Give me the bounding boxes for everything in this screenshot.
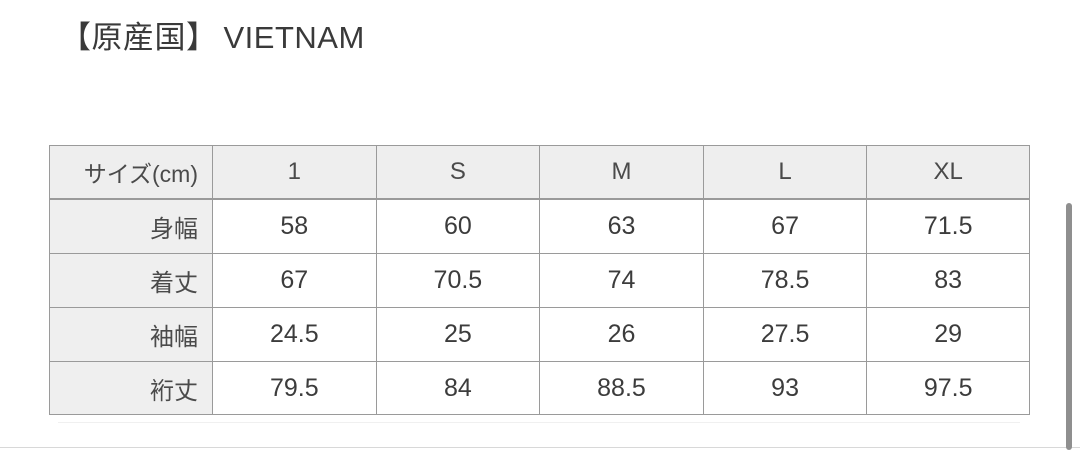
size-header-1: 1 (212, 145, 376, 199)
cell-sleeve-width-1: 24.5 (212, 307, 376, 361)
size-unit-header: サイズ(cm) (49, 145, 212, 199)
origin-country-heading: 【原産国】 VIETNAM (60, 16, 365, 60)
size-header-m: M (539, 145, 703, 199)
cell-body-width-l: 67 (702, 199, 867, 253)
cell-body-length-m: 74 (539, 253, 703, 307)
cell-sleeve-width-l: 27.5 (702, 307, 867, 361)
origin-country-value: VIETNAM (223, 20, 365, 55)
size-chart-body: 身幅 58 60 63 67 71.5 着丈 67 70.5 74 78.5 8… (49, 199, 1030, 415)
table-under-rule (58, 422, 1020, 423)
cell-sleeve-width-s: 25 (375, 307, 540, 361)
table-row: 身幅 58 60 63 67 71.5 (49, 199, 1030, 253)
cell-sleeve-width-xl: 29 (866, 307, 1030, 361)
cell-body-width-xl: 71.5 (866, 199, 1030, 253)
cell-body-length-1: 67 (212, 253, 376, 307)
size-header-l: L (702, 145, 867, 199)
table-row: 着丈 67 70.5 74 78.5 83 (49, 253, 1030, 307)
cell-body-length-l: 78.5 (702, 253, 867, 307)
origin-label: 【原産国】 (60, 20, 218, 55)
measure-label-sleeve-width: 袖幅 (49, 307, 212, 361)
cell-sleeve-length-xl: 97.5 (866, 361, 1030, 415)
cell-sleeve-length-1: 79.5 (212, 361, 376, 415)
measure-label-body-width: 身幅 (49, 199, 212, 253)
table-row: 袖幅 24.5 25 26 27.5 29 (49, 307, 1030, 361)
size-chart-head: サイズ(cm) 1 S M L XL (49, 145, 1030, 199)
cell-sleeve-width-m: 26 (539, 307, 703, 361)
table-header-row: サイズ(cm) 1 S M L XL (49, 145, 1030, 199)
table-row: 裄丈 79.5 84 88.5 93 97.5 (49, 361, 1030, 415)
cell-body-length-s: 70.5 (375, 253, 540, 307)
cell-sleeve-length-m: 88.5 (539, 361, 703, 415)
measure-label-body-length: 着丈 (49, 253, 212, 307)
size-header-s: S (375, 145, 540, 199)
cell-body-width-1: 58 (212, 199, 376, 253)
section-divider (0, 447, 1080, 448)
page-scrollbar[interactable] (1066, 0, 1080, 450)
scrollbar-thumb[interactable] (1066, 203, 1072, 450)
cell-body-width-m: 63 (539, 199, 703, 253)
size-header-xl: XL (866, 145, 1030, 199)
cell-body-length-xl: 83 (866, 253, 1030, 307)
size-chart-table: サイズ(cm) 1 S M L XL 身幅 58 60 63 67 71.5 (49, 145, 1030, 415)
measure-label-sleeve-length: 裄丈 (49, 361, 212, 415)
cell-body-width-s: 60 (375, 199, 540, 253)
cell-sleeve-length-s: 84 (375, 361, 540, 415)
size-chart-container: サイズ(cm) 1 S M L XL 身幅 58 60 63 67 71.5 (49, 145, 1030, 415)
cell-sleeve-length-l: 93 (702, 361, 867, 415)
